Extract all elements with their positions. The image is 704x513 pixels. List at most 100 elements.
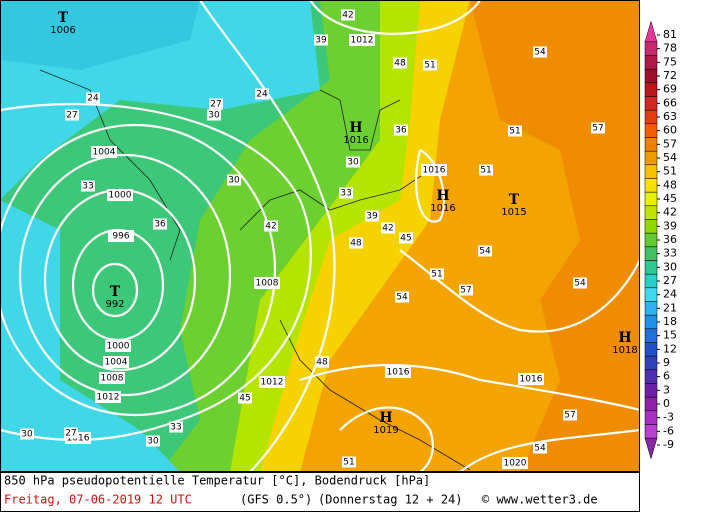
scale-label: 72 [663,69,677,82]
isobar-label: 1000 [107,342,130,352]
scale-label: 78 [663,42,677,55]
temperature-label-bg [533,442,547,454]
scale-label: 9 [663,356,670,369]
temperature-label-bg [459,284,473,296]
coastlines [39,69,471,471]
temperature-label: 33 [170,423,181,433]
map-title: 850 hPa pseudopotentielle Temperatur [°C… [4,474,430,488]
scale-swatch [644,246,658,261]
isobar-label-bg [99,372,125,384]
isobar [0,123,277,417]
temperature-label: 42 [342,11,353,21]
scale-label: 30 [663,260,677,273]
temperature-label-bg [393,57,407,69]
scale-swatch [644,328,658,343]
isobar-label: 1012 [351,36,374,46]
scale-swatch [644,260,658,275]
temperature-label: 27 [65,429,76,439]
temperature-label: 36 [154,220,166,230]
pressure-center-letter: H [618,330,631,346]
temperature-label: 30 [208,111,220,121]
temperature-label-bg [65,109,79,121]
temperature-label-bg [423,59,437,71]
isobar-label: 1004 [93,148,116,158]
isobar [339,406,434,472]
scale-label: 42 [663,206,677,219]
temperature-label-bg [349,237,363,249]
scale-label: 45 [663,192,677,205]
temperature-label-bg [478,245,492,257]
temperature-label-bg [395,291,409,303]
model-name: (GFS 0.5°) [240,493,312,507]
scale-swatch [644,369,658,384]
isobar-label: 1016 [67,434,90,444]
temperature-label-bg [479,164,493,176]
pressure-center-value: 1016 [430,203,455,214]
scale-label: 3 [663,383,670,396]
isobar-label-bg [108,230,134,242]
temperature-label: 33 [340,189,351,199]
scale-label: 33 [663,247,677,260]
scale-swatch [644,55,658,70]
temperature-label: 51 [424,61,435,71]
isobar-label: 1012 [261,378,284,388]
temperature-label-bg [314,34,328,46]
temperature-label: 48 [350,239,362,249]
temperature-label: 57 [592,124,603,134]
temperature-label: 51 [480,166,491,176]
temperature-label-bg [169,421,183,433]
isobar-label-bg [95,391,121,403]
isobar-label: 1016 [520,375,543,385]
temperature-label-bg [264,220,278,232]
isobar-label-bg [91,146,117,158]
scale-swatch [644,342,658,357]
temperature-label: 39 [366,212,378,222]
temperature-label: 57 [564,411,575,421]
isobar-label: 996 [112,232,129,242]
isobar-label-bg [385,366,411,378]
isobar-label: 1008 [101,374,124,384]
pressure-center-letter: H [349,120,362,136]
scale-swatch [644,205,658,220]
scale-swatch [644,68,658,84]
scale-arrow-top [644,20,658,43]
temperature-label: 51 [509,127,520,137]
field-warm [470,0,640,472]
isobar-label-bg [349,34,375,46]
temperature-label: 33 [82,182,93,192]
map: T1006T992H1016H1016T1015H1018H1019101210… [0,0,640,472]
temperature-label: 51 [431,270,442,280]
color-scale: 8178757269666360575451484542393633302724… [644,20,677,460]
temperature-label-bg [209,98,223,110]
temperature-label-bg [563,409,577,421]
scale-label: 12 [663,342,677,355]
temperature-label-bg [315,356,329,368]
isobar-label: 1000 [109,191,132,201]
scale-swatch [644,410,658,425]
scale-label: 24 [663,288,677,301]
isobar-label-bg [518,373,544,385]
temperature-label-bg [20,428,34,440]
scale-swatch [644,41,658,56]
temperature-label-bg [381,222,395,234]
scale-label: 18 [663,315,677,328]
temperature-label: 30 [228,176,240,186]
temperature-label: 30 [147,437,159,447]
scale-swatch [644,314,658,330]
footer-box [0,472,640,512]
isobar-label: 1012 [97,393,120,403]
temperature-label: 54 [479,247,491,257]
isobar [91,262,139,318]
scale-swatch [644,178,658,193]
temperature-label: 27 [66,111,77,121]
scale-label: 6 [663,370,670,383]
scale-label: 60 [663,124,677,137]
temperature-label-bg [573,277,587,289]
pressure-center-value: 1018 [612,345,637,356]
scale-label: -3 [663,411,674,424]
isobar-label: 1008 [256,279,279,289]
temperature-label: 45 [400,234,411,244]
isobar-label-bg [107,189,133,201]
scale-swatch [644,396,658,412]
temperature-label-bg [399,232,413,244]
